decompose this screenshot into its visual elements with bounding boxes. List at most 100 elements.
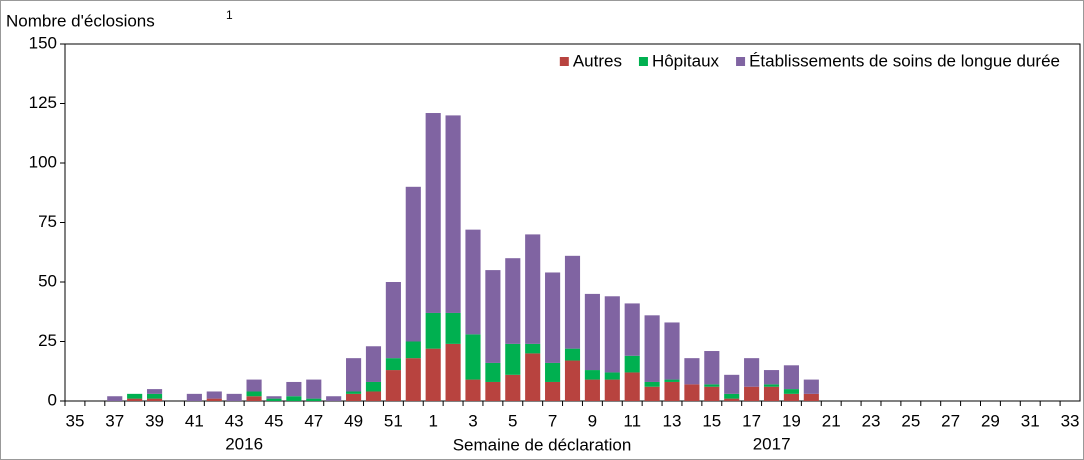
bar-segment	[385, 282, 401, 359]
bar-segment	[445, 115, 461, 313]
legend-label: Hôpitaux	[652, 51, 720, 70]
bar-segment	[644, 315, 660, 382]
x-tick-label: 33	[1061, 411, 1080, 430]
bar-segment	[604, 372, 620, 380]
x-tick-label: 49	[344, 411, 363, 430]
bar-segment	[146, 393, 163, 399]
bar-segment	[564, 255, 581, 349]
legend-swatch	[638, 57, 648, 66]
bar-segment	[365, 381, 382, 392]
bar-segment	[186, 393, 202, 401]
bar-segment	[286, 381, 302, 397]
x-tick-label: 23	[862, 411, 881, 430]
bar-segment	[744, 386, 760, 401]
bar-segment	[425, 312, 441, 349]
x-tick-label: 31	[1021, 411, 1040, 430]
x-tick-label: 13	[663, 411, 682, 430]
bar-segment	[584, 379, 600, 401]
bar-segment	[206, 398, 222, 401]
bar-segment	[346, 391, 362, 394]
bar-segment	[445, 343, 461, 401]
bar-segment	[146, 398, 163, 401]
x-tick-label: 15	[702, 411, 721, 430]
legend: Établissements de soins de longue durée H…	[559, 51, 1060, 70]
bar-segment	[545, 362, 561, 382]
x-tick-label: 17	[742, 411, 761, 430]
bar-segment	[405, 186, 421, 342]
bar-segment	[525, 353, 541, 401]
x-tick-label: 21	[822, 411, 841, 430]
x-tick-label: 37	[105, 411, 124, 430]
y-tick-label: 0	[48, 390, 57, 409]
bar-segment	[246, 379, 262, 392]
bar-segment	[306, 379, 322, 399]
bar-segment	[525, 343, 541, 354]
y-tick-label: 100	[29, 152, 57, 171]
x-tick-label: 9	[588, 411, 597, 430]
x-tick-label: 39	[145, 411, 164, 430]
x-tick-label: 29	[981, 411, 1000, 430]
bar-segment	[365, 346, 382, 382]
x-tick-label: 41	[185, 411, 204, 430]
bar-segment	[226, 393, 242, 401]
bar-segment	[664, 379, 680, 382]
bar-segment	[405, 341, 421, 359]
bar-segment	[584, 370, 600, 380]
bar-segment	[783, 389, 799, 394]
x-axis-title: Semaine de déclaration	[453, 435, 632, 454]
bar-segment	[107, 396, 123, 401]
bar-segment	[684, 358, 700, 385]
bar-segment	[505, 258, 521, 344]
x-tick-label: 3	[468, 411, 477, 430]
bar-segment	[286, 396, 302, 401]
bar-segment	[246, 396, 262, 401]
x-group-label: 2016	[225, 434, 263, 453]
bar-segment	[664, 381, 680, 401]
bar-segment	[624, 355, 640, 373]
y-tick-label: 125	[29, 93, 57, 112]
bar-segment	[505, 374, 521, 401]
bar-segment	[724, 398, 740, 401]
bar-segment	[485, 362, 501, 382]
bar-segment	[604, 296, 620, 373]
bar-segment	[624, 372, 640, 401]
bar-segment	[306, 398, 322, 401]
bar-segment	[465, 379, 481, 401]
bar-segment	[684, 384, 700, 401]
bar-segment	[425, 348, 441, 401]
bar-segment	[624, 303, 640, 356]
x-tick-label: 25	[901, 411, 920, 430]
bar-segment	[724, 374, 740, 394]
bar-segment	[485, 381, 501, 401]
y-axis-title: Nombre d'éclosions	[6, 11, 155, 30]
legend-label: Autres	[573, 51, 622, 70]
bar-segment	[704, 386, 720, 401]
x-tick-label: 47	[304, 411, 323, 430]
bar-segment	[664, 322, 680, 380]
y-axis-title-note: 1	[226, 8, 233, 22]
x-tick-label: 51	[384, 411, 403, 430]
bar-segment	[405, 358, 421, 401]
x-tick-label: 5	[508, 411, 517, 430]
bar-segment	[206, 391, 222, 399]
bar-segment	[763, 386, 780, 401]
bar-segment	[803, 379, 819, 394]
y-tick-label: 50	[38, 271, 57, 290]
bar-segment	[704, 384, 720, 387]
bar-segment	[425, 113, 441, 313]
bar-segment	[365, 391, 382, 401]
bar-segment	[783, 365, 799, 390]
legend-swatch	[559, 57, 569, 66]
bar-segment	[246, 391, 262, 397]
bar-segment	[505, 343, 521, 375]
y-tick-label: 75	[38, 212, 57, 231]
bar-segment	[127, 398, 143, 401]
bar-segment	[127, 393, 143, 399]
x-tick-label: 1	[428, 411, 437, 430]
x-tick-label: 35	[65, 411, 84, 430]
legend-label: Établissements de soins de longue durée	[749, 51, 1060, 70]
bar-segment	[545, 272, 561, 363]
bar-segment	[445, 312, 461, 344]
x-tick-label: 19	[782, 411, 801, 430]
